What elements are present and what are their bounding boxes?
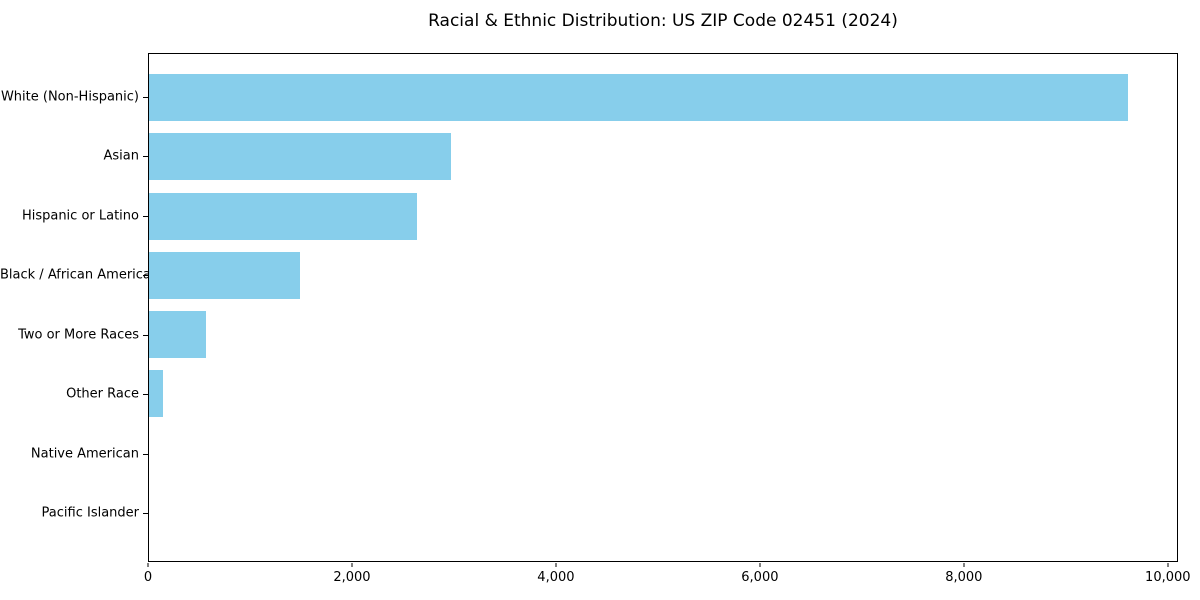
y-tick-mark [143,96,148,98]
y-category-label: Hispanic or Latino [21,208,139,224]
y-category-label: Black / African American [0,267,160,283]
x-axis: 0 2,000 4,000 6,000 8,000 10,000 [144,563,1191,599]
y-category-label: Two or More Races [18,327,139,343]
x-tick-mark [555,563,557,567]
x-tick-label: 8,000 [945,570,983,585]
y-tick-mark [143,453,148,455]
x-tick-label: 4,000 [537,570,575,585]
x-tick-mark [963,563,965,567]
x-tick-label: 0 [143,570,153,585]
bar [149,370,163,418]
x-tick-mark [351,563,353,567]
bar-row [149,68,1177,127]
x-tick-label: 6,000 [741,570,779,585]
x-tick-label: 2,000 [333,570,371,585]
y-category-label: Other Race [66,386,139,402]
y-tick-mark [143,215,148,217]
x-tick-mark [759,563,761,567]
y-category-label: Pacific Islander [41,505,139,521]
chart-title: Racial & Ethnic Distribution: US ZIP Cod… [428,11,898,31]
bar-row [149,246,1177,305]
bar-row [149,483,1177,542]
y-tick-mark [143,513,148,515]
bar-row [149,305,1177,364]
bar [149,192,417,240]
y-tick-mark [143,334,148,336]
bar [149,251,300,299]
bar-row [149,424,1177,483]
bar-row [149,127,1177,186]
y-category-label: White (Non-Hispanic) [0,89,139,105]
plot-area [148,53,1178,562]
bar [149,311,206,359]
x-tick-label: 10,000 [1145,570,1191,585]
x-tick-mark [147,563,149,567]
y-tick-mark [143,275,148,277]
x-tick-mark [1167,563,1169,567]
y-category-label: Native American [30,446,139,462]
bar-row [149,187,1177,246]
bar-row [149,364,1177,423]
y-tick-mark [143,156,148,158]
y-axis-ticks [143,53,148,562]
y-axis-labels: White (Non-Hispanic) Asian Hispanic or Lat… [0,53,160,562]
y-category-label: Asian [103,148,139,164]
bar [149,74,1129,122]
bar [149,133,452,181]
y-tick-mark [143,394,148,396]
